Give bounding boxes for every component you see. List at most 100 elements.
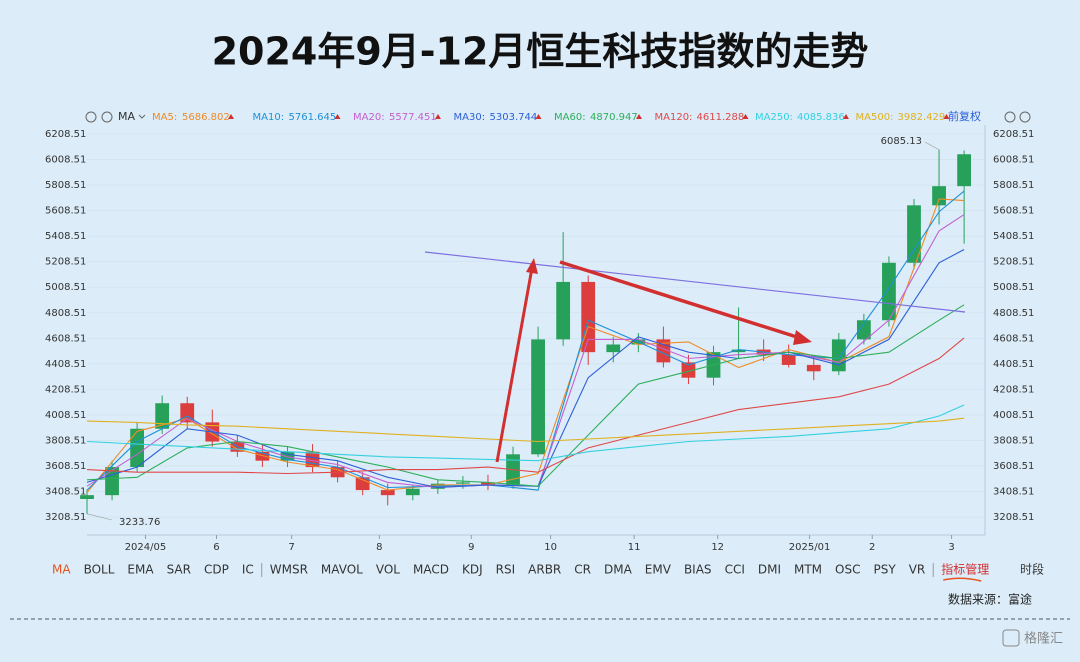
indicator-tab[interactable]: CCI: [725, 563, 745, 577]
x-tick-label: 2024/05: [125, 542, 167, 553]
indicator-tab[interactable]: PSY: [874, 563, 897, 577]
candle-body: [280, 451, 295, 461]
legend-value: 4870.947: [590, 112, 638, 123]
x-tick-label: 12: [711, 542, 724, 553]
legend-arrow: [535, 114, 542, 119]
logo: 格隆汇: [1024, 631, 1063, 647]
zoom-out-icon[interactable]: [1004, 111, 1016, 123]
candle-body: [380, 490, 395, 496]
y-tick-label-right: 6008.51: [993, 155, 1034, 166]
max-label: 6085.13: [881, 136, 922, 147]
indicator-tab[interactable]: BIAS: [684, 563, 712, 577]
y-tick-label-right: 4408.51: [993, 359, 1034, 370]
indicator-tab[interactable]: KDJ: [462, 563, 483, 577]
indicator-tab[interactable]: IC: [242, 563, 254, 577]
x-tick-label: 7: [288, 542, 294, 553]
y-tick-label-right: 3208.51: [993, 512, 1034, 523]
candle-body: [831, 339, 846, 372]
candle-body: [405, 488, 420, 496]
chart-title: 2024年9月-12月恒生科技指数的走势: [212, 30, 869, 74]
period[interactable]: 时段: [1020, 562, 1044, 577]
ma-line: [86, 337, 965, 475]
extreme-leader: [86, 513, 113, 521]
indicator-tab[interactable]: MA: [52, 563, 71, 577]
indicator-tab[interactable]: CR: [574, 563, 591, 577]
arrow: [559, 260, 801, 340]
settings-icon[interactable]: [85, 111, 97, 123]
candle-body: [80, 495, 94, 499]
dropdown-icon[interactable]: [138, 114, 146, 119]
x-tick-label: 6: [213, 542, 219, 553]
legend-arrow: [742, 114, 749, 119]
indicator-tab[interactable]: DMI: [758, 563, 781, 577]
indicator-tab[interactable]: VR: [909, 563, 926, 577]
candle-body: [155, 403, 170, 429]
candle-body: [581, 281, 596, 353]
indicator-tab[interactable]: CDP: [204, 563, 229, 577]
y-tick-label-right: 5808.51: [993, 180, 1034, 191]
legend-value: 4611.288: [697, 112, 745, 123]
indicator-tab[interactable]: ARBR: [528, 563, 561, 577]
y-tick-label-right: 4608.51: [993, 333, 1034, 344]
candle-body: [806, 364, 821, 372]
candle-body: [681, 362, 696, 378]
legend-arrow: [843, 114, 849, 119]
legend-value: 5303.744: [490, 112, 538, 123]
legend-arrow: [334, 114, 341, 119]
y-tick-label: 3408.51: [45, 487, 86, 498]
candle-body: [781, 354, 796, 365]
candle-body: [731, 349, 746, 353]
indicator-tab[interactable]: SAR: [167, 563, 191, 577]
close-icon[interactable]: [101, 111, 113, 123]
indicator-tab[interactable]: WMSR: [270, 563, 308, 577]
legend-name: MA20:: [353, 112, 385, 123]
legend-value: 5761.645: [289, 112, 337, 123]
ma-line: [86, 417, 965, 443]
indicator-tab[interactable]: EMV: [645, 563, 672, 577]
candle-body: [130, 428, 145, 468]
y-tick-label: 4808.51: [45, 308, 86, 319]
candle-body: [556, 281, 571, 340]
y-tick-label: 4608.51: [45, 333, 86, 344]
y-tick-label: 6008.51: [45, 155, 86, 166]
legend-arrow: [636, 114, 642, 119]
y-tick-label: 3208.51: [45, 512, 86, 523]
legend-name: MA250:: [755, 112, 793, 123]
legend-value: 5577.451: [389, 112, 437, 123]
y-tick-label: 4408.51: [45, 359, 86, 370]
zoom-in-icon[interactable]: [1019, 111, 1031, 123]
adjust-label[interactable]: 前复权: [948, 109, 981, 123]
y-tick-label-right: 5408.51: [993, 231, 1034, 242]
indicator-tab[interactable]: MACD: [413, 563, 449, 577]
y-tick-label: 4208.51: [45, 384, 86, 395]
y-tick-label-right: 5608.51: [993, 206, 1034, 217]
candle-body: [606, 344, 621, 353]
legend-name: MA120:: [655, 112, 693, 123]
y-tick-label-right: 3408.51: [993, 487, 1034, 498]
indicator-tab[interactable]: EMA: [127, 563, 154, 577]
legend-value: 5686.802: [182, 112, 230, 123]
legend-name: MA30:: [454, 112, 486, 123]
logo-icon: [1002, 629, 1020, 647]
indicator-tab[interactable]: MTM: [794, 563, 822, 577]
indicator-tab[interactable]: RSI: [496, 563, 516, 577]
y-tick-label-right: 4808.51: [993, 308, 1034, 319]
candle-body: [481, 482, 495, 485]
indicator-tab[interactable]: BOLL: [84, 563, 115, 577]
indicator-tab[interactable]: 指标管理: [941, 562, 989, 577]
indicator-tab[interactable]: OSC: [835, 563, 860, 577]
y-tick-label: 5008.51: [45, 282, 86, 293]
indicator-tab[interactable]: DMA: [604, 563, 633, 577]
candle-body: [531, 339, 545, 455]
extreme-leader: [924, 141, 940, 151]
indicator-tab[interactable]: VOL: [376, 563, 400, 577]
arrow: [495, 267, 534, 463]
ma-line: [86, 404, 965, 462]
y-tick-label-right: 4208.51: [993, 384, 1034, 395]
tab-underline: [943, 577, 982, 582]
indicator-label[interactable]: MA: [118, 110, 135, 123]
candle-body: [856, 320, 871, 340]
candle-body: [355, 477, 370, 491]
indicator-tab[interactable]: MAVOL: [321, 563, 363, 577]
